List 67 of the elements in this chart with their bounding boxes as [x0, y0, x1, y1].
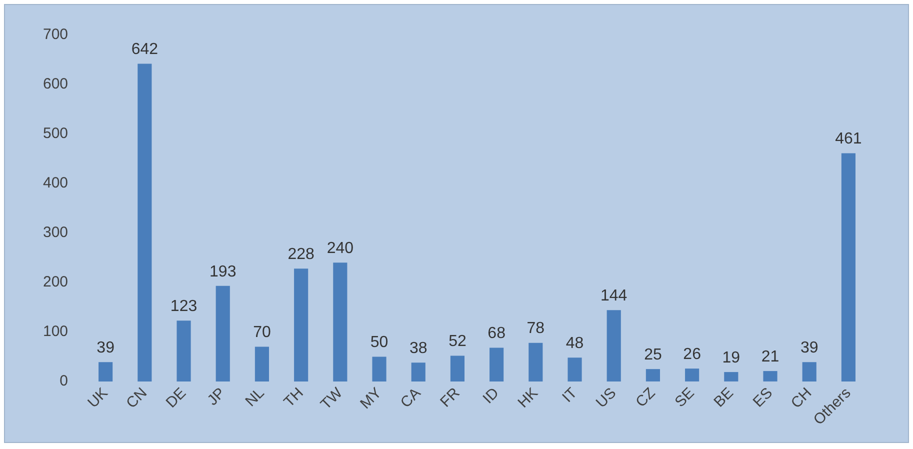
- data-label: 48: [566, 335, 584, 352]
- data-label: 38: [409, 340, 428, 358]
- y-tick-label: 700: [42, 26, 68, 44]
- bar: [254, 346, 270, 382]
- data-label: 642: [131, 41, 158, 58]
- data-label: 26: [683, 346, 702, 363]
- bar: [372, 356, 386, 382]
- x-tick-label: TH: [280, 384, 307, 411]
- data-label: 461: [835, 130, 862, 148]
- bar: [411, 362, 426, 382]
- x-tick-label: FR: [437, 384, 464, 411]
- x-tick-label: CZ: [632, 384, 659, 411]
- bar: [333, 262, 348, 382]
- data-label: 25: [644, 346, 662, 364]
- bar: [216, 286, 230, 382]
- data-label: 50: [370, 334, 388, 352]
- data-label: 228: [288, 246, 315, 264]
- x-tick-label: HK: [514, 384, 542, 412]
- bar: [606, 310, 621, 382]
- data-label: 39: [96, 340, 115, 357]
- bar: [841, 153, 856, 382]
- bar: [802, 362, 816, 382]
- data-label: 193: [210, 263, 236, 280]
- bar: [138, 64, 152, 382]
- data-label: 21: [761, 348, 780, 366]
- data-label: 19: [722, 349, 740, 366]
- y-tick-label: 400: [42, 174, 68, 192]
- x-tick-label: BE: [710, 384, 737, 411]
- x-tick-label: DE: [162, 384, 190, 412]
- x-tick-label: ES: [750, 384, 776, 411]
- data-label: 123: [170, 298, 198, 315]
- bar: [176, 320, 191, 382]
- bar: [685, 368, 700, 382]
- bar: [528, 342, 543, 382]
- x-tick-label: ID: [480, 384, 502, 408]
- x-tick-label: UK: [84, 384, 112, 412]
- data-label: 52: [448, 333, 466, 350]
- y-tick-label: 200: [42, 274, 68, 291]
- x-tick-label: TW: [317, 384, 347, 414]
- bar: [490, 348, 504, 382]
- data-label: 39: [800, 340, 818, 357]
- x-tick-label: CH: [788, 384, 816, 412]
- x-tick-label: IT: [559, 384, 581, 406]
- data-label: 78: [526, 320, 545, 338]
- bar: [98, 362, 113, 382]
- y-tick-label: 0: [60, 372, 68, 390]
- data-label: 144: [600, 288, 628, 305]
- y-tick-label: 600: [42, 76, 68, 93]
- bar: [724, 372, 738, 382]
- y-tick-label: 500: [42, 125, 68, 142]
- bar: [646, 369, 660, 382]
- bar: [763, 371, 778, 382]
- x-tick-label: MY: [357, 384, 386, 412]
- data-label: 68: [488, 325, 506, 342]
- x-tick-label: JP: [204, 384, 229, 409]
- bar: [450, 356, 464, 382]
- y-tick-label: 100: [42, 323, 68, 340]
- data-label: 240: [326, 240, 354, 258]
- data-label: 70: [253, 324, 271, 342]
- y-tick-label: 300: [42, 224, 68, 242]
- x-tick-label: US: [592, 384, 620, 412]
- x-tick-label: NL: [242, 384, 268, 410]
- bar: [568, 358, 582, 382]
- x-tick-label: CA: [397, 384, 424, 412]
- x-tick-label: SE: [672, 384, 698, 411]
- x-tick-label: CN: [123, 384, 150, 412]
- bar: [294, 268, 308, 382]
